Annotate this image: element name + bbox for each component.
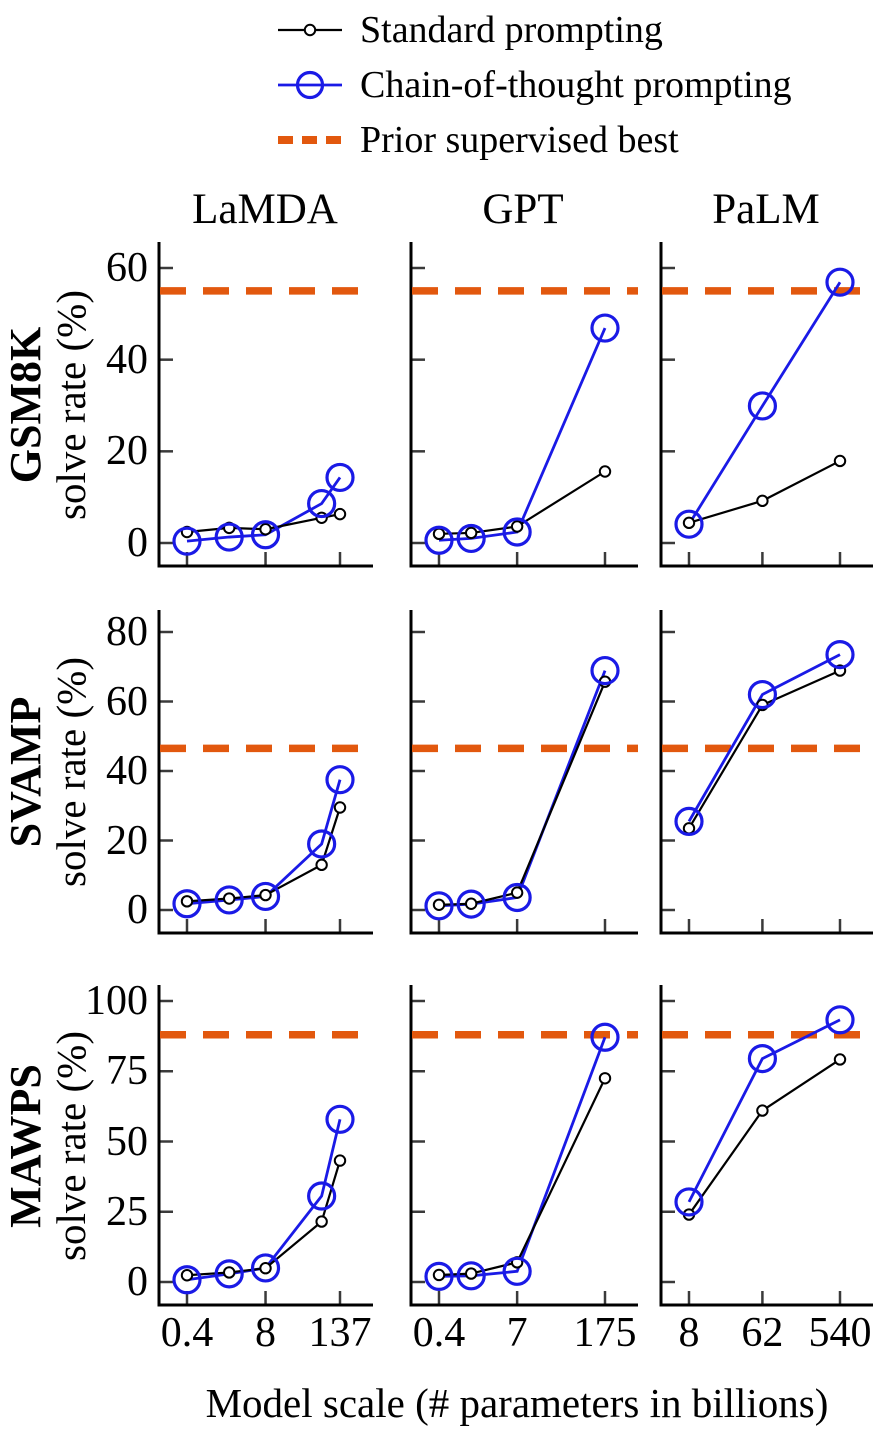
x-tick-label: 137: [308, 1310, 372, 1356]
x-tick-label: 0.4: [412, 1310, 466, 1356]
legend-label-prior: Prior supervised best: [360, 118, 679, 161]
y-tick-label: 60: [106, 678, 148, 725]
y-tick-label: 100: [85, 978, 148, 1024]
legend-label-standard: Standard prompting: [360, 8, 663, 51]
column-title-lamda: LaMDA: [192, 186, 338, 233]
x-tick-label: 8: [678, 1310, 700, 1356]
benchmark-name: SVAMP: [1, 696, 50, 848]
y-tick-label: 60: [106, 245, 148, 291]
legend-item-prior: Prior supervised best: [277, 112, 792, 167]
benchmark-name: GSM8K: [1, 326, 50, 484]
row-label-gsm8k: GSM8K solve rate (%): [1, 290, 94, 520]
y-tick-label: 40: [106, 336, 148, 383]
x-tick-label: 8: [255, 1310, 277, 1356]
chart-gsm8k-lamda: [157, 242, 373, 568]
y-axis-title: solve rate (%): [48, 290, 94, 520]
chart-mawps-palm: [659, 985, 873, 1307]
chart-gsm8k-palm: [659, 242, 873, 568]
chart-mawps-lamda: [157, 985, 373, 1307]
y-tick-label: 50: [106, 1118, 148, 1165]
y-tick-label: 75: [106, 1048, 148, 1095]
legend-label-cot: Chain-of-thought prompting: [360, 63, 792, 106]
prior-dash-sample: [278, 135, 343, 144]
y-tick-label: 0: [127, 520, 148, 566]
x-axis-title: Model scale (# parameters in billions): [205, 1380, 829, 1426]
y-tick-label: 20: [106, 428, 148, 475]
chart-svamp-palm: [659, 610, 873, 935]
y-tick-label: 0: [127, 887, 148, 933]
chart-svamp-lamda: [157, 610, 373, 935]
benchmark-name: MAWPS: [1, 1064, 50, 1228]
x-tick-label: 0.4: [160, 1310, 214, 1356]
chart-mawps-gpt: [409, 985, 638, 1307]
standard-line-sample: [278, 23, 342, 36]
column-title-gpt: GPT: [482, 186, 564, 233]
chart-svamp-gpt: [409, 610, 638, 935]
y-tick-label: 0: [127, 1259, 148, 1305]
legend-item-cot: Chain-of-thought prompting: [277, 57, 792, 112]
chart-gsm8k-gpt: [409, 242, 638, 568]
x-tick-label: 62: [741, 1310, 784, 1356]
legend: Standard prompting Chain-of-thought prom…: [277, 2, 792, 167]
cot-line-sample: [278, 70, 342, 99]
x-tick-label: 175: [573, 1310, 637, 1356]
y-tick-label: 20: [106, 817, 148, 864]
x-tick-label: 540: [808, 1310, 872, 1356]
x-tick-label: 7: [506, 1310, 528, 1356]
legend-item-standard: Standard prompting: [277, 2, 792, 57]
y-tick-label: 25: [106, 1188, 148, 1235]
y-tick-label: 40: [106, 748, 148, 794]
column-title-palm: PaLM: [712, 186, 820, 233]
y-tick-label: 80: [106, 609, 148, 655]
